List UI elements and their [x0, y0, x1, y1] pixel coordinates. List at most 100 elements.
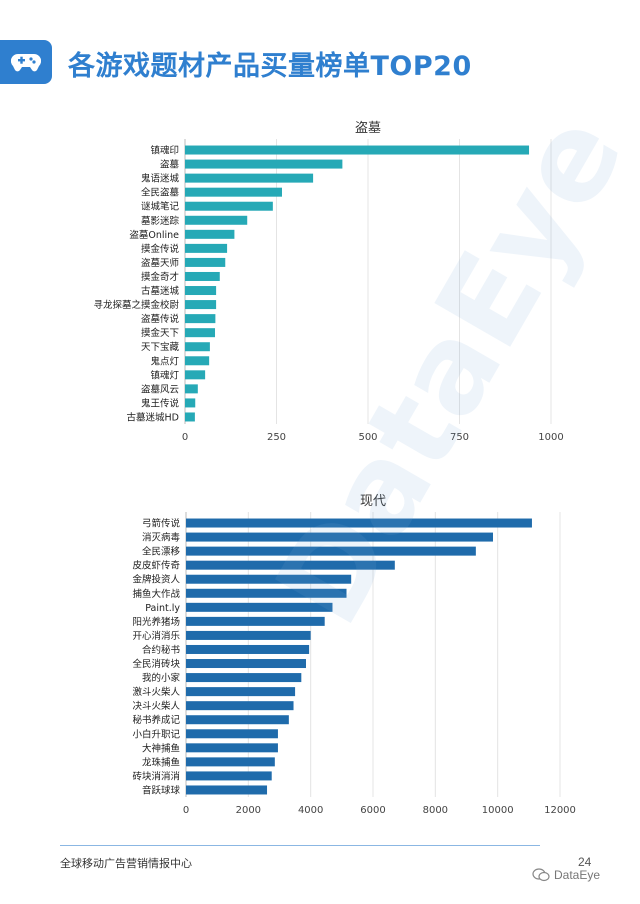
category-label: 大神捕鱼 — [142, 742, 180, 754]
x-tick-label: 750 — [450, 432, 469, 443]
bar — [185, 201, 273, 211]
x-tick-label: 6000 — [360, 805, 385, 816]
category-label: 摸金奇才 — [141, 271, 179, 283]
category-label: 镇魂灯 — [150, 369, 179, 381]
category-label: 激斗火柴人 — [132, 686, 180, 698]
bar — [185, 286, 217, 296]
bar — [186, 729, 278, 739]
bar — [185, 243, 228, 253]
category-label: 盗墓Online — [129, 229, 179, 241]
bar — [186, 673, 302, 683]
bar — [185, 229, 235, 239]
footer-divider — [60, 845, 540, 846]
bar — [186, 518, 532, 528]
x-tick-label: 500 — [358, 432, 377, 443]
page-title: 各游戏题材产品买量榜单TOP20 — [68, 51, 472, 82]
bar — [185, 342, 210, 352]
bar — [186, 630, 311, 640]
bar — [186, 743, 278, 753]
brand-mark: DataEye — [532, 868, 600, 882]
category-label: 谜城笔记 — [141, 201, 180, 213]
bar — [185, 356, 210, 366]
bar — [185, 412, 195, 422]
category-label: 天下宝藏 — [141, 341, 180, 353]
bar — [186, 785, 268, 795]
category-label: 全民消砖块 — [132, 658, 180, 670]
category-label: 我的小家 — [142, 672, 181, 684]
bar — [186, 616, 325, 626]
category-label: 小白升职记 — [132, 728, 180, 740]
category-label: 盗墓 — [160, 159, 180, 171]
bar — [185, 370, 206, 380]
category-label: 盗墓风云 — [141, 383, 179, 395]
x-tick-label: 8000 — [423, 805, 448, 816]
category-label: 古墓迷城HD — [127, 411, 179, 423]
category-label: 寻龙探墓之摸金校尉 — [93, 299, 179, 311]
category-label: 盗墓传说 — [141, 313, 180, 325]
chart-title: 盗墓 — [355, 120, 381, 136]
gamepad-icon — [11, 53, 41, 72]
bar — [186, 588, 347, 598]
category-label: 摸金传说 — [141, 243, 180, 255]
category-label: 全民盗墓 — [141, 187, 180, 199]
category-label: 皮皮虾传奇 — [132, 560, 180, 572]
x-tick-label: 2000 — [236, 805, 261, 816]
bar — [185, 215, 248, 225]
category-label: 古墓迷城 — [141, 285, 180, 297]
x-tick-label: 0 — [183, 805, 189, 816]
page-header: 各游戏题材产品买量榜单TOP20 — [0, 40, 640, 84]
bar — [186, 574, 352, 584]
category-label: 弓箭传说 — [142, 518, 181, 530]
bar — [186, 546, 476, 556]
page-number: 24 — [578, 855, 592, 869]
bar — [186, 687, 296, 697]
category-label: 全民漂移 — [142, 546, 181, 558]
x-tick-label: 1000 — [538, 432, 563, 443]
chart-daomu: 盗墓0 250 500 750 1000镇魂印盗墓鬼语迷城全民盗墓谜城笔记墓影迷踪盗墓O… — [93, 120, 563, 443]
x-tick-label: 12000 — [544, 805, 576, 816]
category-label: 鬼王传说 — [141, 397, 180, 409]
category-label: 镇魂印 — [150, 145, 179, 157]
category-label: 盗墓天师 — [141, 257, 179, 269]
category-label: 龙珠捕鱼 — [142, 756, 180, 768]
x-tick-label: 10000 — [482, 805, 514, 816]
bar — [185, 398, 196, 408]
category-label: 摸金天下 — [141, 327, 179, 339]
footer-text: 全球移动广告营销情报中心 — [60, 857, 192, 870]
category-label: 捕鱼大作战 — [132, 588, 180, 600]
x-tick-label: 0 — [182, 432, 188, 443]
category-label: 秘书养成记 — [132, 714, 180, 726]
category-label: 墓影迷踪 — [141, 215, 180, 227]
x-tick-label: 250 — [267, 432, 286, 443]
bar — [185, 300, 217, 310]
wechat-icon — [532, 868, 550, 882]
category-label: 合约秘书 — [142, 644, 181, 656]
bar — [186, 771, 272, 781]
bar — [186, 715, 289, 725]
bar — [185, 314, 216, 324]
bar — [185, 187, 282, 197]
bar — [185, 328, 216, 338]
chart-xiandai: 现代 0 2000 4000 6000 8000 10000 12000 弓箭传说消灭病毒全民漂… — [132, 494, 576, 816]
bar — [186, 659, 306, 669]
category-label: 金牌投资人 — [132, 574, 180, 586]
category-label: 消灭病毒 — [142, 532, 181, 544]
bar — [186, 602, 333, 612]
bar — [185, 271, 220, 281]
bar — [185, 145, 530, 155]
bar — [186, 532, 493, 542]
chart-title: 现代 — [360, 494, 386, 509]
bar — [186, 644, 310, 654]
bar — [185, 257, 226, 267]
bar — [185, 384, 198, 394]
category-label: 砖块消消消 — [132, 770, 180, 782]
x-tick-label: 4000 — [298, 805, 323, 816]
header-badge — [0, 40, 52, 84]
category-label: Paint.ly — [145, 603, 180, 614]
bar — [185, 159, 343, 169]
category-label: 鬼语迷城 — [141, 173, 180, 185]
bar — [186, 560, 395, 570]
category-label: 鬼点灯 — [150, 355, 179, 367]
category-label: 开心消消乐 — [132, 630, 180, 642]
bar — [186, 757, 275, 767]
